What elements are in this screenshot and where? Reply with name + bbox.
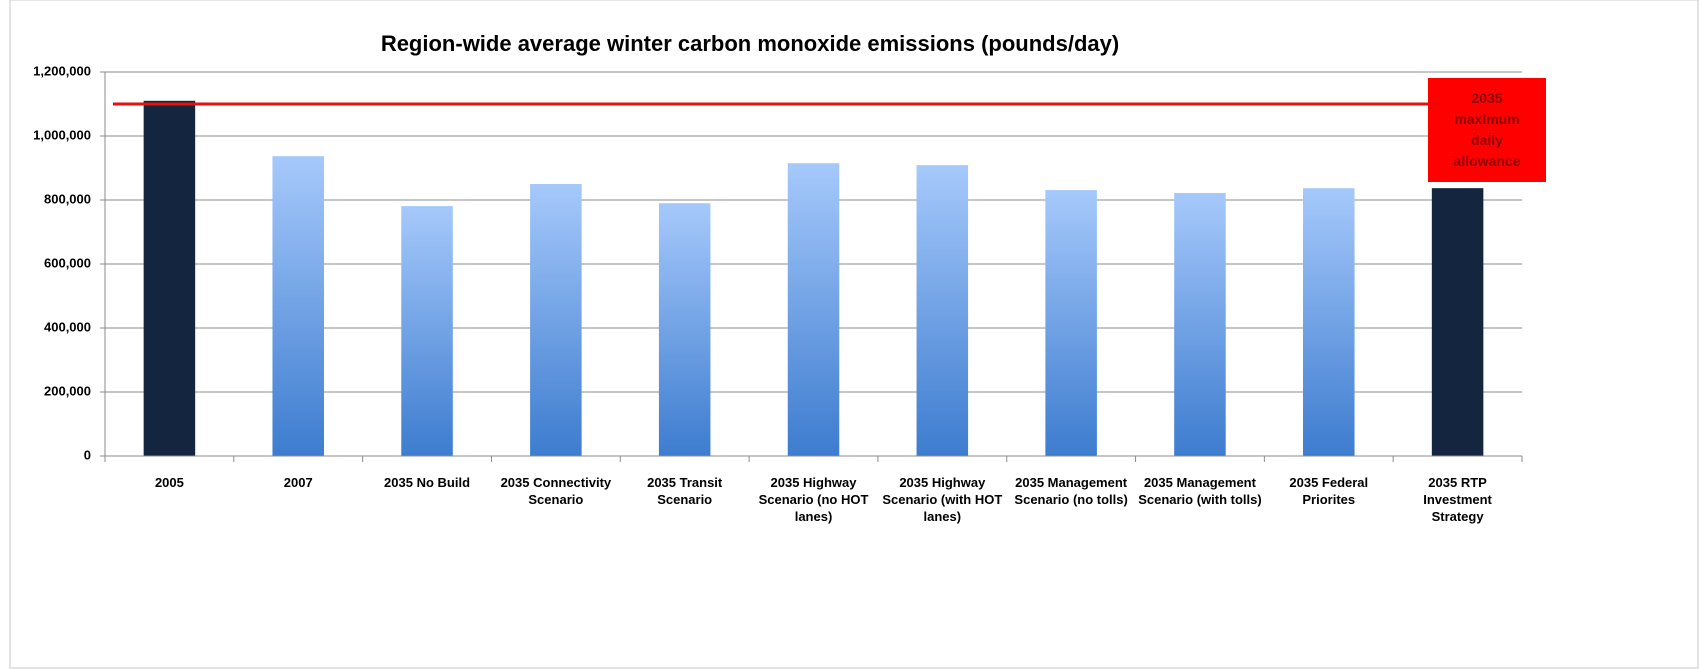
y-tick-label: 1,200,000 <box>33 63 91 78</box>
x-tick-label: 2007 <box>283 475 313 490</box>
y-tick-label: 0 <box>84 447 91 462</box>
x-tick-label: 2035 Transit Scenario <box>647 475 723 507</box>
chart-title: Region-wide average winter carbon monoxi… <box>381 31 1119 56</box>
y-tick-label: 400,000 <box>44 319 91 334</box>
y-tick-label: 600,000 <box>44 255 91 270</box>
annotation: 2035 maximum daily allowance <box>1428 78 1546 182</box>
bar <box>143 100 196 457</box>
x-tick-label: 2005 <box>154 475 184 490</box>
y-tick-label: 1,000,000 <box>33 127 91 142</box>
bar <box>530 184 582 456</box>
bar <box>272 156 324 456</box>
y-tick-label: 800,000 <box>44 191 91 206</box>
bar <box>1431 188 1484 456</box>
bar <box>1303 188 1355 456</box>
x-tick-label: 2035 No Build <box>384 475 471 490</box>
x-tick-label: 2035 Connectivity Scenario <box>500 475 612 507</box>
y-tick-label: 200,000 <box>44 383 91 398</box>
bar <box>916 165 969 456</box>
x-tick-label: 2035 Federal Priorites <box>1289 475 1369 507</box>
x-tick-label: 2035 Highway Scenario (with HOT lanes) <box>882 475 1003 524</box>
bar <box>658 203 711 456</box>
bar <box>787 163 840 456</box>
bar <box>401 206 453 456</box>
x-tick-label: 2035 Management Scenario (with tolls) <box>1138 475 1262 507</box>
bar <box>1045 190 1097 456</box>
x-tick-label: 2035 Management Scenario (no tolls) <box>1014 475 1128 507</box>
bar <box>1174 192 1226 456</box>
x-tick-label: 2035 Highway Scenario (no HOT lanes) <box>758 475 869 524</box>
x-tick-label: 2035 RTP Investment Strategy <box>1423 475 1492 524</box>
